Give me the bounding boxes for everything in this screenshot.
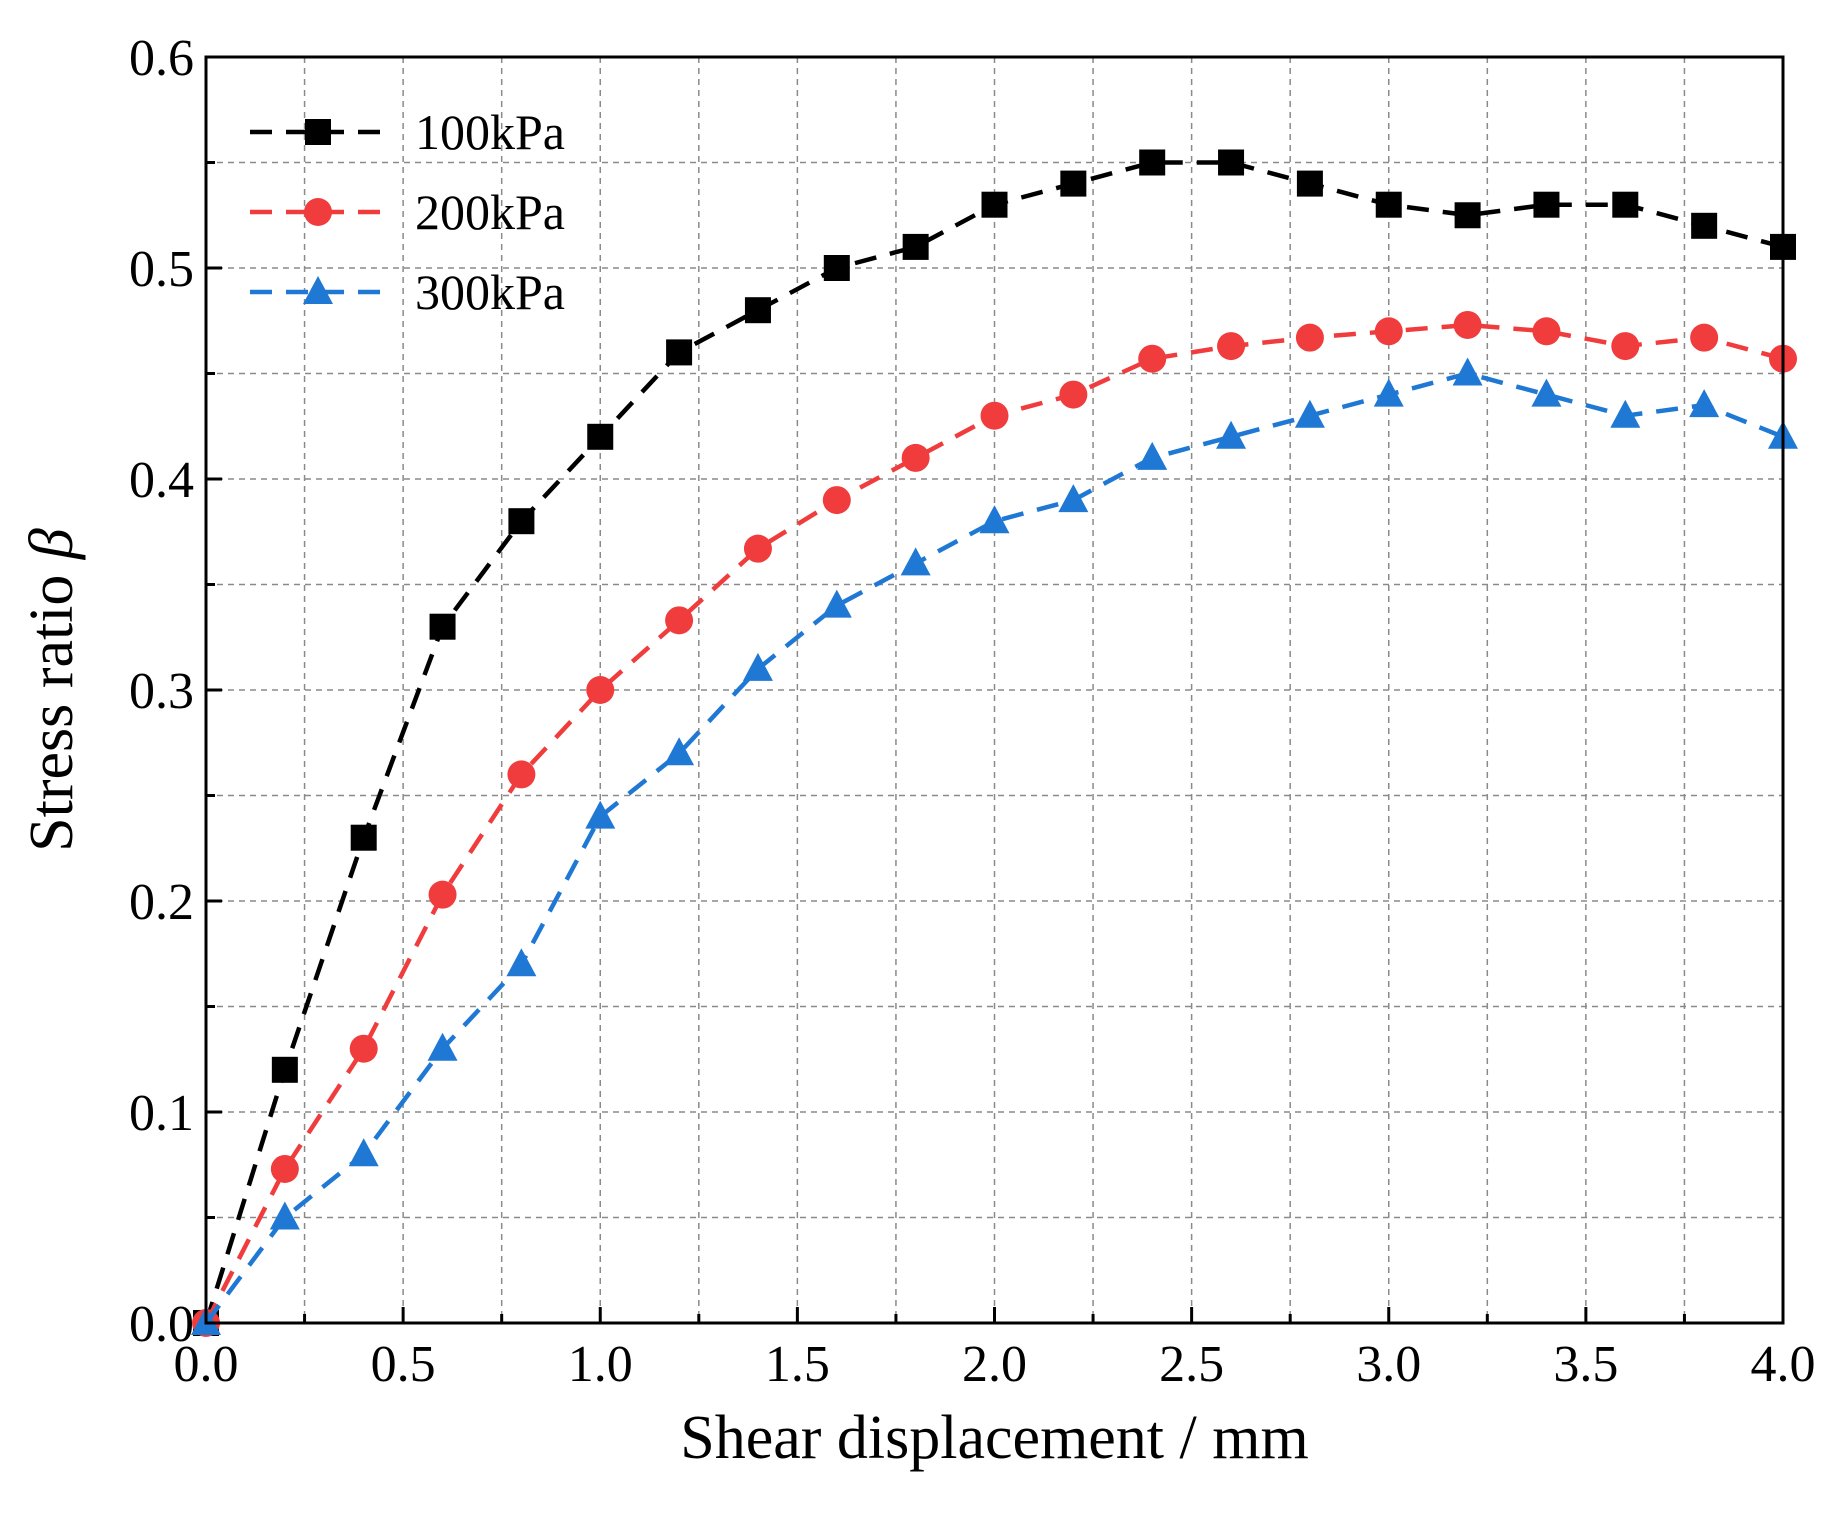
data-point-100kPa [1218, 149, 1245, 176]
data-point-200kPa [1453, 310, 1482, 339]
legend-item-100kPa: 100kPa [250, 104, 565, 160]
x-tick-label: 1.5 [765, 1336, 830, 1393]
data-point-100kPa [1139, 149, 1166, 176]
y-tick-label: 0.4 [129, 452, 194, 509]
data-point-200kPa [428, 880, 457, 909]
legend-marker [305, 119, 331, 145]
data-point-100kPa [823, 255, 850, 281]
data-point-100kPa [744, 297, 771, 324]
data-point-200kPa [349, 1034, 378, 1063]
data-point-200kPa [1217, 332, 1246, 361]
data-point-300kPa [1137, 441, 1168, 470]
y-axis-title-text: Stress ratio [18, 559, 86, 852]
data-point-100kPa [1612, 191, 1639, 218]
y-tick-label: 0.1 [129, 1085, 194, 1142]
legend: 100kPa 200kPa 300kPa [250, 104, 565, 320]
data-point-300kPa [348, 1138, 379, 1167]
data-point-200kPa [1138, 344, 1167, 373]
data-point-100kPa [1533, 191, 1560, 218]
data-point-300kPa [585, 800, 616, 829]
series-100kPa [193, 149, 1796, 1336]
y-tick-label: 0.0 [129, 1296, 194, 1353]
x-tick-label: 2.5 [1159, 1336, 1224, 1393]
y-tick-labels: 0.0 0.1 0.2 0.3 0.4 0.5 0.6 [129, 30, 194, 1353]
data-point-200kPa [586, 676, 615, 704]
data-point-100kPa [1060, 170, 1087, 197]
data-point-200kPa [1059, 380, 1088, 409]
x-tick-labels: 0.0 0.5 1.0 1.5 2.0 2.5 3.0 3.5 4.0 [174, 1336, 1816, 1393]
data-point-300kPa [979, 505, 1010, 534]
y-tick-label: 0.3 [129, 663, 194, 720]
data-point-300kPa [1689, 389, 1720, 418]
data-point-300kPa [664, 737, 695, 766]
data-point-100kPa [1691, 212, 1718, 239]
legend-item-300kPa: 300kPa [250, 264, 565, 320]
data-point-300kPa [1216, 420, 1247, 449]
data-point-300kPa [1058, 484, 1089, 513]
data-point-300kPa [506, 948, 537, 977]
data-point-200kPa [1690, 323, 1719, 352]
data-point-300kPa [742, 652, 773, 681]
data-point-200kPa [665, 606, 694, 635]
series-line-300kPa [204, 371, 1784, 1325]
data-point-100kPa [271, 1056, 298, 1083]
data-point-100kPa [429, 613, 456, 640]
data-point-100kPa [587, 423, 614, 450]
legend-marker [304, 198, 332, 226]
y-tick-label: 0.6 [129, 30, 194, 87]
y-axis-title-symbol: β [18, 528, 86, 560]
legend-item-200kPa: 200kPa [250, 184, 565, 240]
data-point-200kPa [1374, 317, 1403, 346]
data-point-200kPa [1611, 332, 1640, 361]
data-point-200kPa [1532, 317, 1561, 346]
x-tick-label: 3.0 [1356, 1336, 1421, 1393]
data-point-100kPa [1296, 170, 1323, 197]
data-point-200kPa [743, 534, 772, 563]
data-point-200kPa [901, 443, 930, 472]
data-point-300kPa [1452, 357, 1483, 386]
x-tick-label: 3.5 [1553, 1336, 1618, 1393]
legend-label: 200kPa [415, 184, 565, 240]
y-tick-label: 0.2 [129, 874, 194, 931]
data-point-300kPa [269, 1201, 300, 1230]
legend-marker [303, 276, 333, 304]
data-point-300kPa [900, 547, 931, 576]
data-point-200kPa [822, 486, 851, 515]
x-tick-label: 0.5 [371, 1336, 436, 1393]
data-point-300kPa [1531, 378, 1562, 407]
data-point-100kPa [902, 233, 929, 260]
series-200kPa [192, 310, 1797, 1337]
data-point-100kPa [1454, 202, 1481, 229]
data-point-300kPa [427, 1032, 458, 1061]
y-axis-title: Stress ratio β [18, 528, 86, 852]
data-point-100kPa [981, 191, 1008, 218]
data-point-100kPa [666, 339, 693, 366]
data-point-100kPa [350, 824, 377, 851]
data-point-200kPa [507, 760, 536, 789]
x-axis-title: Shear displacement / mm [680, 1404, 1308, 1472]
x-tick-label: 0.0 [174, 1336, 239, 1393]
x-tick-label: 4.0 [1751, 1336, 1816, 1393]
axis-ticks [204, 55, 1785, 1325]
data-point-300kPa [1610, 399, 1641, 428]
legend-label: 100kPa [415, 104, 565, 160]
series-layer [191, 149, 1798, 1337]
x-tick-label: 1.0 [568, 1336, 633, 1393]
legend-label: 300kPa [415, 264, 565, 320]
grid-lines [206, 57, 1783, 1323]
data-point-200kPa [980, 401, 1009, 430]
data-point-200kPa [1295, 323, 1324, 352]
data-point-300kPa [821, 589, 852, 618]
data-point-100kPa [1375, 191, 1402, 218]
data-point-200kPa [270, 1154, 299, 1183]
y-tick-label: 0.5 [129, 241, 194, 298]
data-point-300kPa [1373, 378, 1404, 407]
x-tick-label: 2.0 [962, 1336, 1027, 1393]
data-point-300kPa [1294, 399, 1325, 428]
data-point-100kPa [508, 508, 535, 535]
